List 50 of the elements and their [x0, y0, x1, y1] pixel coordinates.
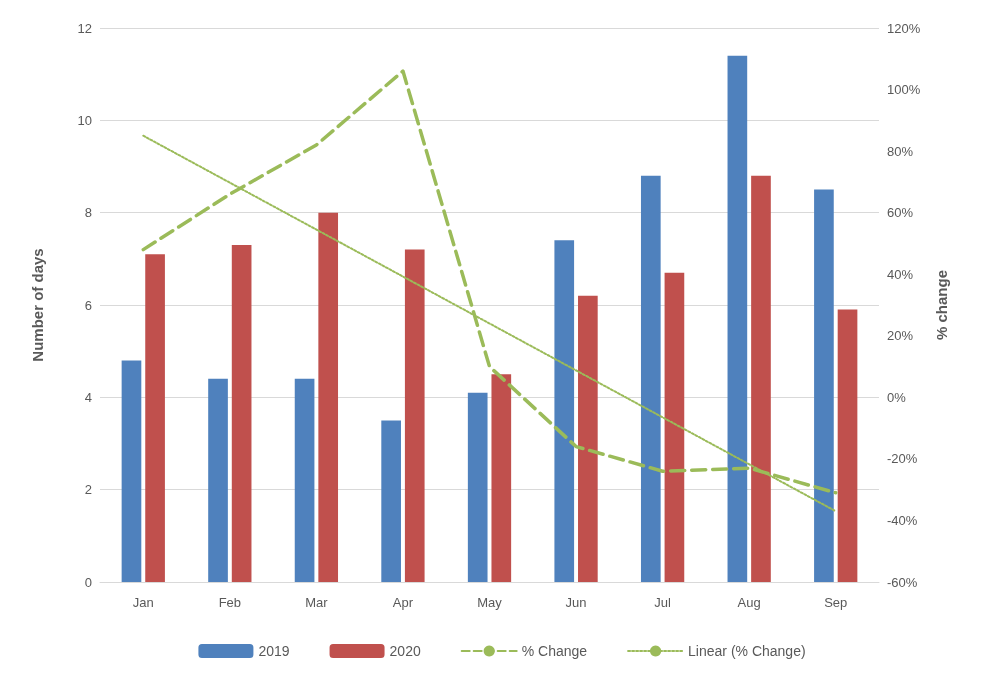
- bar: [727, 55, 748, 582]
- bar: [837, 309, 858, 582]
- y2-tick-label: -40%: [887, 512, 918, 528]
- bar: [578, 295, 598, 582]
- y-tick-label: 0: [84, 574, 92, 590]
- y2-tick-label: 0%: [887, 389, 907, 405]
- y-axis-title: Number of days: [29, 248, 46, 362]
- y-tick-label: 8: [84, 205, 92, 221]
- bar: [208, 378, 228, 582]
- x-tick-label: Mar: [305, 595, 329, 610]
- bar: [381, 420, 401, 582]
- x-tick-label: Jul: [654, 595, 672, 610]
- y-tick-label: 6: [84, 297, 92, 313]
- bar: [121, 360, 142, 582]
- y-tick-label: 4: [84, 389, 92, 405]
- x-tick-label: Jan: [132, 595, 154, 610]
- bar: [145, 254, 165, 582]
- legend-label: 2019: [258, 643, 290, 659]
- y-tick-label: 2: [84, 482, 92, 498]
- bar: [491, 374, 512, 582]
- y-tick-label: 12: [77, 20, 92, 36]
- bar: [554, 240, 575, 582]
- y2-tick-label: 20%: [887, 328, 914, 344]
- x-tick-label: Feb: [218, 595, 242, 610]
- x-tick-label: Apr: [392, 595, 414, 610]
- bar: [231, 244, 252, 582]
- x-tick-label: Jun: [565, 595, 587, 610]
- x-tick-label: May: [477, 595, 503, 610]
- y2-axis-title: % change: [933, 269, 950, 341]
- y2-tick-label: -60%: [887, 574, 918, 590]
- y2-tick-label: 60%: [887, 205, 914, 221]
- legend-label: % Change: [521, 643, 588, 659]
- bar: [640, 175, 661, 582]
- x-tick-label: Aug: [737, 595, 761, 610]
- bar: [467, 392, 488, 582]
- y2-tick-label: 80%: [887, 143, 914, 159]
- legend-label: 2020: [389, 643, 421, 659]
- bar: [751, 175, 771, 582]
- legend-label: Linear (% Change): [688, 643, 806, 659]
- bar: [814, 189, 834, 582]
- bar: [404, 249, 425, 582]
- bar: [664, 272, 685, 582]
- y2-tick-label: 120%: [887, 20, 921, 36]
- bar: [294, 378, 315, 582]
- x-tick-label: Sep: [824, 595, 848, 610]
- y-tick-label: 10: [77, 112, 92, 128]
- bar: [318, 212, 339, 582]
- y2-tick-label: -20%: [887, 451, 918, 467]
- y2-tick-label: 100%: [887, 82, 921, 98]
- y2-tick-label: 40%: [887, 266, 914, 282]
